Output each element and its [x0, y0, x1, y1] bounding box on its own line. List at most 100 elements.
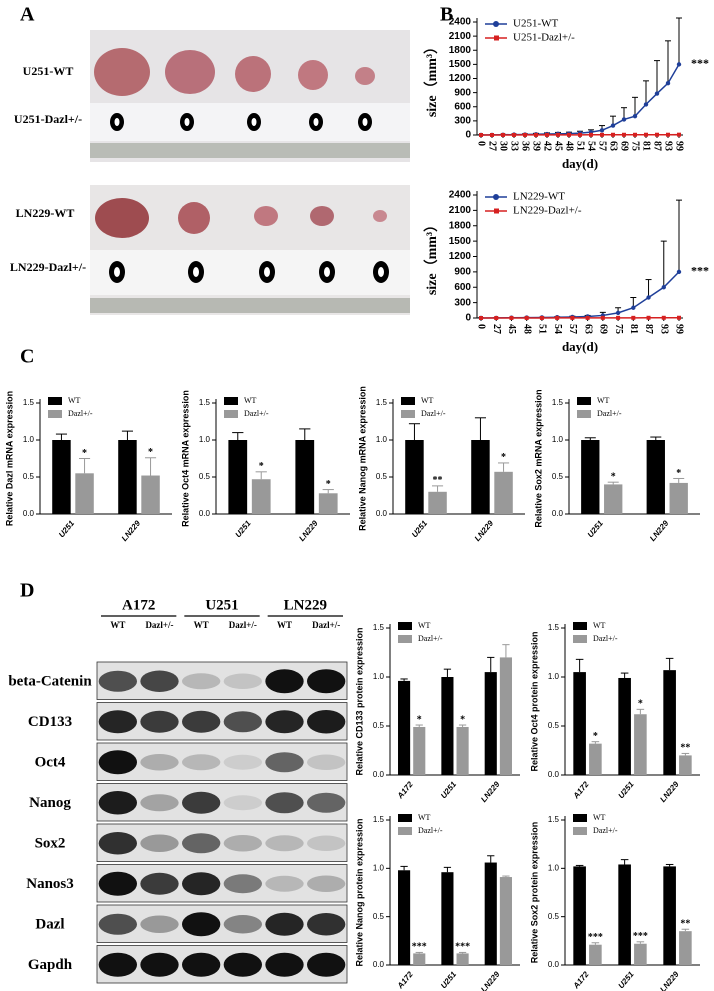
blot-row: [96, 823, 348, 862]
y-axis-label: Relative Sox2 protein expression: [529, 822, 539, 964]
legend-label: LN229-Dazl+/-: [513, 205, 582, 217]
x-tick-label: 0: [476, 141, 487, 146]
blot-band: [98, 952, 137, 977]
legend-swatch: [573, 827, 587, 835]
bar: [251, 479, 271, 514]
blot-band: [223, 673, 262, 689]
bar: [75, 473, 94, 514]
legend-label: WT: [244, 396, 257, 405]
series-line: [480, 63, 680, 136]
x-tick-label: 93: [663, 141, 674, 151]
blot-band: [223, 874, 262, 894]
bar: [499, 877, 512, 965]
legend-label: WT: [68, 396, 81, 405]
legend-swatch: [401, 410, 415, 418]
point: [545, 132, 549, 137]
point: [676, 269, 682, 275]
y-tick-label: 0.0: [548, 960, 560, 969]
x-tick-label: 51: [575, 141, 586, 151]
y-tick-label: 2100: [449, 31, 472, 42]
x-tick-label: LN229: [120, 518, 143, 543]
point: [611, 132, 615, 137]
point: [646, 295, 651, 300]
point: [615, 310, 621, 316]
x-tick-label: 57: [567, 324, 578, 334]
blot-band: [307, 710, 346, 734]
y-axis-label: size（mm³）: [424, 218, 440, 295]
significance-label: *: [638, 699, 643, 710]
x-tick-label: LN229: [479, 969, 502, 991]
bar: [679, 755, 692, 775]
y-tick-label: 1500: [449, 236, 472, 247]
legend-swatch: [573, 814, 587, 822]
y-tick-label: 0.0: [23, 509, 35, 518]
y-tick-label: 0.5: [548, 912, 560, 921]
blot-band: [140, 794, 179, 812]
x-tick-label: U251: [57, 518, 77, 539]
y-tick-label: 0.0: [548, 770, 560, 779]
significance-label: *: [501, 452, 506, 463]
legend-label: Dazl+/-: [593, 826, 618, 835]
bar: [428, 491, 447, 514]
bar: [618, 677, 631, 775]
blot-band: [307, 952, 346, 977]
x-tick-label: U251: [586, 518, 606, 539]
series-line: [480, 271, 680, 319]
bar: [634, 943, 647, 965]
blot-row: [96, 702, 348, 741]
condition-label: WT: [194, 620, 209, 630]
x-tick-label: U251: [410, 518, 430, 539]
x-tick-label: 87: [652, 141, 663, 151]
cell-line-label: A172: [122, 597, 155, 613]
significance-label: *: [417, 714, 422, 725]
blot-band: [265, 752, 304, 773]
point: [556, 132, 560, 137]
bar: [484, 672, 497, 775]
significance-label: *: [676, 468, 681, 479]
point: [654, 91, 660, 96]
blot-band: [265, 875, 304, 892]
blot-band: [223, 915, 262, 934]
point: [676, 62, 682, 67]
blot-band: [98, 750, 137, 775]
x-tick-label: 45: [553, 141, 564, 151]
blot-row: [96, 864, 348, 903]
blot-band: [140, 710, 179, 733]
x-tick-label: 54: [586, 141, 597, 151]
condition-label: Dazl+/-: [312, 620, 340, 630]
bar: [228, 440, 248, 514]
point: [512, 132, 516, 137]
x-tick-label: 63: [582, 324, 593, 334]
x-tick-label: 93: [658, 324, 669, 334]
y-tick-label: 1.0: [376, 435, 388, 444]
point: [655, 132, 659, 137]
condition-label: Dazl+/-: [229, 620, 257, 630]
bar: [52, 440, 71, 514]
panel-label: C: [20, 346, 34, 368]
blot-band: [223, 835, 262, 852]
x-axis-label: day(d): [562, 156, 598, 171]
point: [621, 117, 627, 122]
y-tick-label: 1800: [449, 45, 472, 56]
blot-row: [96, 904, 348, 943]
y-tick-label: 0.0: [373, 770, 385, 779]
y-tick-label: 2400: [449, 190, 472, 201]
x-tick-label: U251: [616, 779, 636, 800]
blot-band: [182, 912, 221, 937]
legend-label: WT: [418, 621, 431, 630]
x-tick-label: A172: [571, 969, 591, 991]
y-tick-label: 0.0: [373, 960, 385, 969]
significance-label: *: [593, 731, 598, 742]
blot-band: [307, 913, 346, 936]
x-tick-label: 99: [674, 141, 685, 151]
x-tick-label: LN229: [648, 518, 671, 543]
x-tick-label: 87: [643, 324, 654, 334]
y-tick-label: 1.5: [199, 398, 211, 407]
y-tick-label: 1.0: [199, 435, 211, 444]
protein-label: beta-Catenin: [8, 674, 92, 690]
legend-swatch: [573, 635, 587, 643]
point: [570, 315, 575, 320]
x-tick-label: 45: [506, 324, 517, 334]
bar: [663, 670, 676, 775]
x-tick-label: 0: [476, 324, 487, 329]
